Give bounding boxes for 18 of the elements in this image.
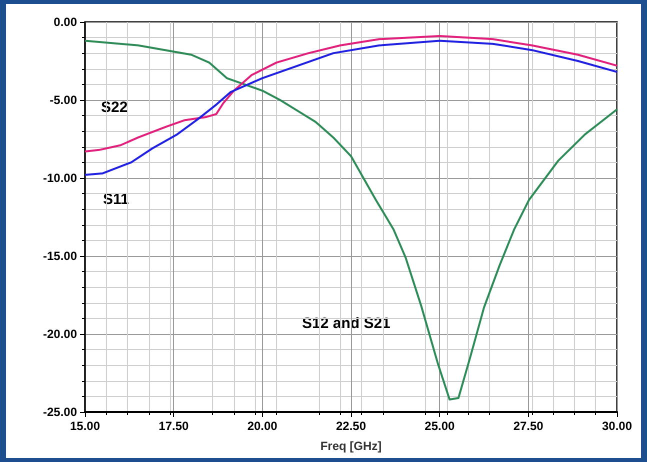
x-tick-label: 25.00 [424,419,456,433]
x-tick-label: 20.00 [247,419,278,433]
y-tick-label: -5.00 [50,93,78,107]
x-axis-title: Freq [GHz] [320,439,382,453]
line-series [84,40,618,176]
y-tick-label: -25.00 [42,405,78,419]
x-tick-label: 30.00 [602,419,632,433]
x-tick-label: 27.50 [513,419,544,433]
line-series [84,40,618,401]
x-tick-label: 17.50 [158,419,190,433]
line-series [84,35,618,152]
y-tick-label: -20.00 [42,327,78,341]
y-tick-label: 0.00 [54,15,78,29]
x-tick-label: 15.00 [70,419,100,433]
series-label: S22 [101,99,128,116]
y-tick-label: -15.00 [42,249,78,263]
x-tick-label: 22.50 [336,419,366,433]
y-tick-label: -10.00 [42,171,78,185]
